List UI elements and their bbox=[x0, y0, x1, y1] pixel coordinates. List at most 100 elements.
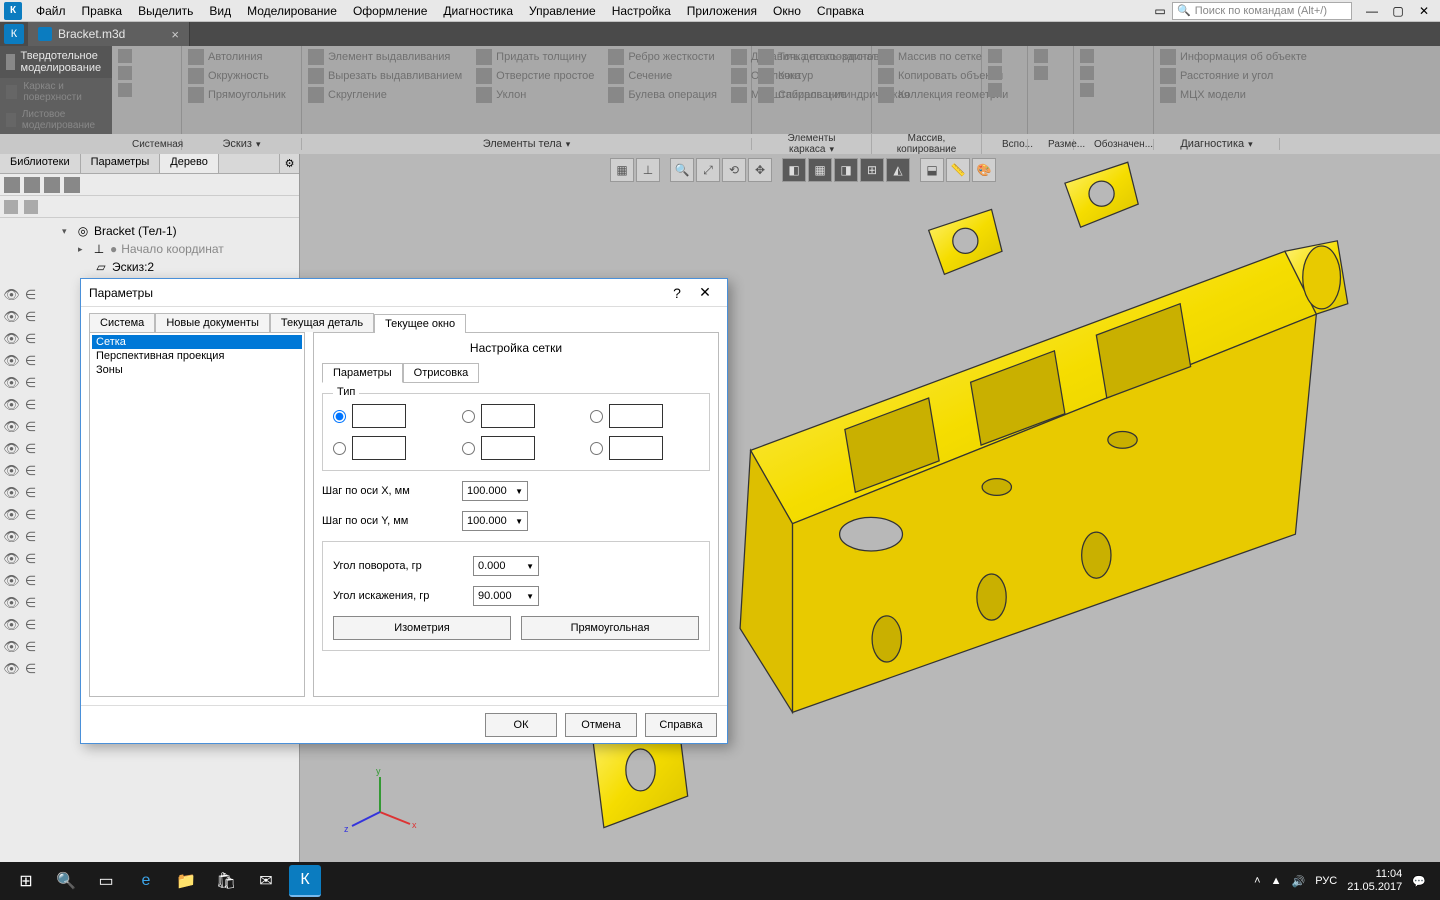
menu-apps[interactable]: Приложения bbox=[679, 4, 765, 18]
start-button[interactable]: ⊞ bbox=[6, 862, 46, 900]
tray-chevron-icon[interactable]: ˄ bbox=[1254, 875, 1260, 887]
dim1-button[interactable] bbox=[1034, 49, 1067, 63]
hole-button[interactable]: Отверстие простое bbox=[476, 68, 594, 84]
save-doc-button[interactable] bbox=[118, 83, 175, 97]
tab-libraries[interactable]: Библиотеки bbox=[0, 154, 81, 173]
include-icon[interactable]: ∈ bbox=[23, 288, 38, 302]
visibility-icon[interactable]: 👁 bbox=[4, 332, 19, 346]
visibility-icon[interactable]: 👁 bbox=[4, 486, 19, 500]
angle-rot-combo[interactable]: 0.000▼ bbox=[473, 556, 539, 576]
dialog-tab-system[interactable]: Система bbox=[89, 313, 155, 332]
include-icon[interactable]: ∈ bbox=[23, 376, 38, 390]
vp-hidden-icon[interactable]: ◨ bbox=[834, 158, 858, 182]
include-icon[interactable]: ∈ bbox=[23, 464, 38, 478]
radio-grid-3[interactable] bbox=[590, 410, 603, 423]
dialog-help-icon[interactable]: ? bbox=[663, 285, 691, 301]
step-x-combo[interactable]: 100.000▼ bbox=[462, 481, 528, 501]
language-indicator[interactable]: РУС bbox=[1315, 875, 1337, 887]
distance-button[interactable]: Расстояние и угол bbox=[1160, 68, 1274, 84]
visibility-icon[interactable]: 👁 bbox=[4, 508, 19, 522]
grid-type-opt-3[interactable] bbox=[590, 404, 699, 428]
include-icon[interactable]: ∈ bbox=[23, 596, 38, 610]
tree-tool-icon[interactable] bbox=[44, 177, 60, 193]
include-icon[interactable]: ∈ bbox=[23, 662, 38, 676]
rib-button[interactable]: Ребро жесткости bbox=[608, 49, 717, 65]
vp-wireframe-icon[interactable]: ▦ bbox=[808, 158, 832, 182]
dim2-button[interactable] bbox=[1034, 66, 1067, 80]
store-icon[interactable]: 🛍 bbox=[206, 862, 246, 900]
tree-search-input[interactable] bbox=[44, 201, 295, 213]
spiral-button[interactable]: Спираль цилиндрическая bbox=[758, 87, 865, 103]
visibility-icon[interactable]: 👁 bbox=[4, 288, 19, 302]
mail-icon[interactable]: ✉ bbox=[246, 862, 286, 900]
pattern-grid-button[interactable]: Массив по сетке bbox=[878, 49, 975, 65]
visibility-icon[interactable]: 👁 bbox=[4, 310, 19, 324]
visibility-icon[interactable]: 👁 bbox=[4, 618, 19, 632]
dialog-tab-newdocs[interactable]: Новые документы bbox=[155, 313, 270, 332]
menu-window[interactable]: Окно bbox=[765, 4, 809, 18]
cut-extrude-button[interactable]: Вырезать выдавливанием bbox=[308, 68, 462, 84]
tree-sketch-node[interactable]: ▱Эскиз:2 bbox=[50, 258, 297, 276]
new-doc-button[interactable] bbox=[118, 49, 175, 63]
copy-obj-button[interactable]: Копировать объекты bbox=[878, 68, 975, 84]
window-close-button[interactable]: ✕ bbox=[1412, 3, 1436, 19]
section-button[interactable]: Сечение bbox=[608, 68, 717, 84]
menu-format[interactable]: Оформление bbox=[345, 4, 435, 18]
include-icon[interactable]: ∈ bbox=[23, 530, 38, 544]
mode-sheet[interactable]: Листовое моделирование bbox=[0, 106, 112, 134]
tree-origin-node[interactable]: ▸⊥●Начало координат bbox=[50, 240, 297, 258]
menu-view[interactable]: Вид bbox=[201, 4, 239, 18]
rect-button[interactable]: Прямоугольник bbox=[188, 87, 295, 103]
list-item-grid[interactable]: Сетка bbox=[92, 335, 302, 349]
tree-tool-icon[interactable] bbox=[24, 177, 40, 193]
menu-modeling[interactable]: Моделирование bbox=[239, 4, 345, 18]
note3-button[interactable] bbox=[1080, 83, 1147, 97]
include-icon[interactable]: ∈ bbox=[23, 354, 38, 368]
visibility-icon[interactable]: 👁 bbox=[4, 640, 19, 654]
vp-shaded-icon[interactable]: ◧ bbox=[782, 158, 806, 182]
radio-grid-1[interactable] bbox=[333, 410, 346, 423]
visibility-icon[interactable]: 👁 bbox=[4, 552, 19, 566]
vp-section-icon[interactable]: ⬓ bbox=[920, 158, 944, 182]
mode-surface[interactable]: Каркас и поверхности bbox=[0, 78, 112, 106]
vp-grid-icon[interactable]: ▦ bbox=[610, 158, 634, 182]
document-tab[interactable]: Bracket.m3d × bbox=[28, 22, 190, 46]
note2-button[interactable] bbox=[1080, 66, 1147, 80]
cancel-button[interactable]: Отмена bbox=[565, 713, 637, 737]
include-icon[interactable]: ∈ bbox=[23, 332, 38, 346]
window-maximize-button[interactable]: ▢ bbox=[1386, 3, 1410, 19]
menu-manage[interactable]: Управление bbox=[521, 4, 604, 18]
include-icon[interactable]: ∈ bbox=[23, 486, 38, 500]
visibility-icon[interactable]: 👁 bbox=[4, 420, 19, 434]
contour-button[interactable]: Контур bbox=[758, 68, 865, 84]
aux2-button[interactable] bbox=[988, 66, 1021, 80]
vp-rotate-icon[interactable]: ⟲ bbox=[722, 158, 746, 182]
menu-help[interactable]: Справка bbox=[809, 4, 872, 18]
include-icon[interactable]: ∈ bbox=[23, 640, 38, 654]
subtab-params[interactable]: Параметры bbox=[322, 363, 403, 383]
tab-tree[interactable]: Дерево bbox=[160, 154, 219, 173]
include-icon[interactable]: ∈ bbox=[23, 618, 38, 632]
ok-button[interactable]: ОК bbox=[485, 713, 557, 737]
grid-type-opt-6[interactable] bbox=[590, 436, 699, 460]
include-icon[interactable]: ∈ bbox=[23, 310, 38, 324]
include-icon[interactable]: ∈ bbox=[23, 442, 38, 456]
visibility-icon[interactable]: 👁 bbox=[4, 442, 19, 456]
vp-pan-icon[interactable]: ✥ bbox=[748, 158, 772, 182]
notifications-icon[interactable]: 💬 bbox=[1412, 875, 1426, 888]
include-icon[interactable]: ∈ bbox=[23, 420, 38, 434]
angle-skew-combo[interactable]: 90.000▼ bbox=[473, 586, 539, 606]
boolean-button[interactable]: Булева операция bbox=[608, 87, 717, 103]
window-minimize-button[interactable]: — bbox=[1360, 3, 1384, 19]
include-icon[interactable]: ∈ bbox=[23, 552, 38, 566]
empty-view-icon[interactable]: ▭ bbox=[1148, 3, 1172, 19]
vp-measure-icon[interactable]: 📏 bbox=[946, 158, 970, 182]
radio-grid-6[interactable] bbox=[590, 442, 603, 455]
visibility-icon[interactable]: 👁 bbox=[4, 596, 19, 610]
draft-button[interactable]: Уклон bbox=[476, 87, 594, 103]
open-doc-button[interactable] bbox=[118, 66, 175, 80]
geom-collection-button[interactable]: Коллекция геометрии bbox=[878, 87, 975, 103]
search-taskbar-icon[interactable]: 🔍 bbox=[46, 862, 86, 900]
vp-edges-icon[interactable]: ⊞ bbox=[860, 158, 884, 182]
task-view-icon[interactable]: ▭ bbox=[86, 862, 126, 900]
